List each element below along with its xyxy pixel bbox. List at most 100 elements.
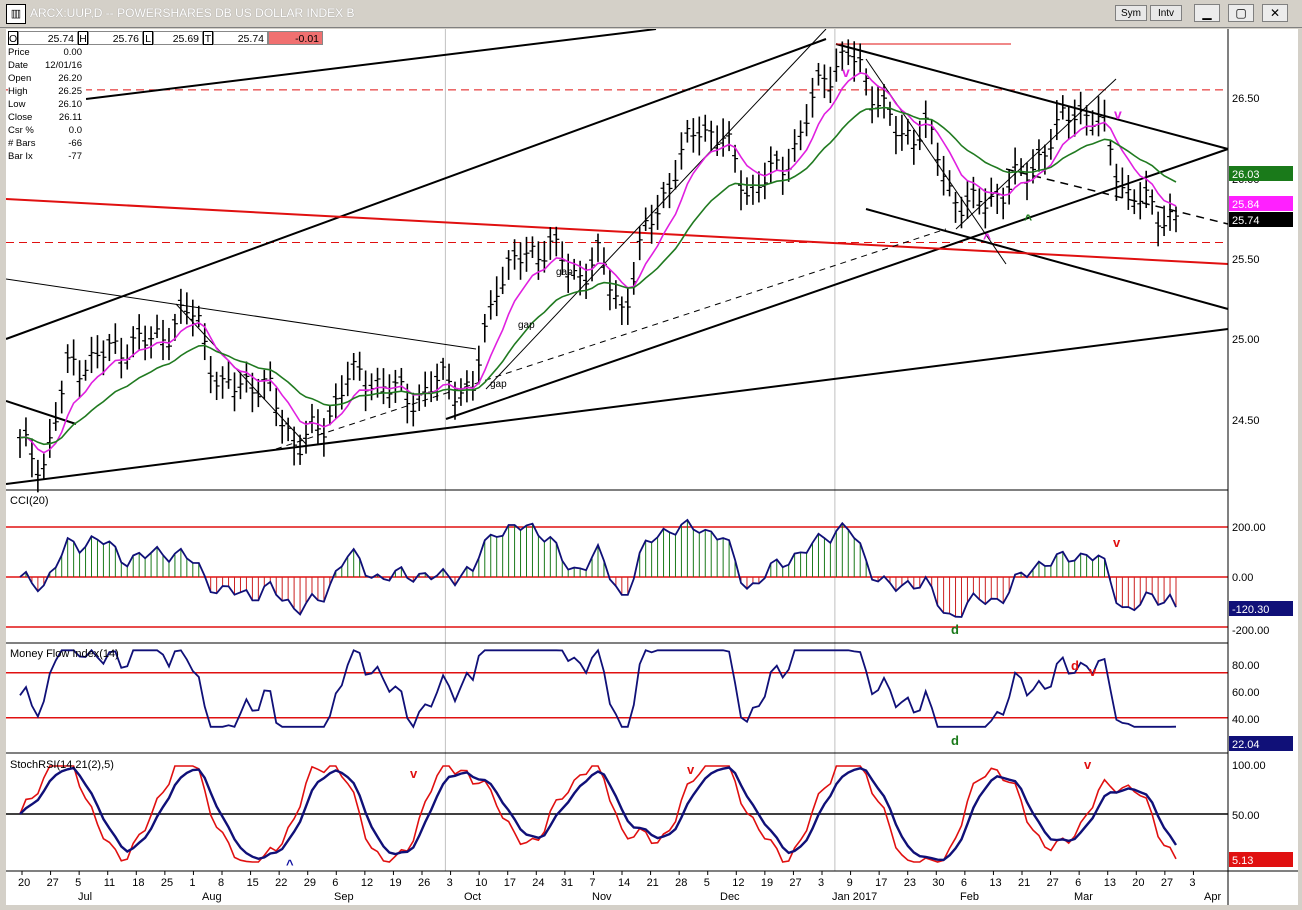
- data-row: Date 12/01/16: [8, 60, 82, 71]
- x-day-label: 14: [618, 877, 630, 889]
- x-month-label: Oct: [464, 891, 481, 903]
- trend-line: [5, 328, 1229, 485]
- chart-svg[interactable]: 26.50 26.00 25.50 25.00 24.50 26.03 25.8…: [5, 28, 1298, 905]
- close-icon[interactable]: ✕: [1262, 4, 1288, 22]
- window-title: ARCX:UUP,D -- POWERSHARES DB US DOLLAR I…: [30, 6, 355, 20]
- mfi-axis-label: 80.00: [1232, 660, 1260, 672]
- x-month-label: Jul: [78, 891, 92, 903]
- stochrsi-slow-line: [19, 766, 1178, 862]
- data-row: Low 26.10: [8, 99, 82, 110]
- x-day-label: 3: [1189, 877, 1195, 889]
- annotation-v: v: [1113, 535, 1121, 550]
- stochrsi-axis-label: 100.00: [1232, 760, 1266, 772]
- data-row: # Bars -66: [8, 138, 82, 149]
- x-day-label: 13: [989, 877, 1001, 889]
- mfi-line: [19, 648, 1177, 729]
- stochrsi-axis-label: 50.00: [1232, 810, 1260, 822]
- ohlc-low: 25.69: [153, 31, 203, 45]
- trend-line: [5, 400, 77, 425]
- cci-badge: [1229, 601, 1293, 616]
- window-titlebar: ▥ ARCX:UUP,D -- POWERSHARES DB US DOLLAR…: [0, 0, 1302, 28]
- trend-line: [5, 278, 477, 350]
- trend-line: [5, 38, 827, 340]
- x-day-label: 7: [589, 877, 595, 889]
- ohlc-h-label: H: [78, 31, 88, 45]
- badge-last-price-text: 25.74: [1232, 215, 1260, 227]
- data-row: Bar Ix -77: [8, 151, 82, 162]
- x-day-label: 20: [18, 877, 30, 889]
- x-day-label: 27: [789, 877, 801, 889]
- x-day-label: 31: [561, 877, 573, 889]
- annotation-v: v: [1084, 757, 1092, 772]
- annotation-v: v: [687, 762, 695, 777]
- cci-line: [19, 518, 1177, 618]
- x-day-label: 12: [361, 877, 373, 889]
- x-month-label: Jan 2017: [832, 891, 877, 903]
- interval-button[interactable]: Intv: [1150, 5, 1182, 21]
- minimize-icon[interactable]: ▁: [1194, 4, 1220, 22]
- cci-axis-label: 200.00: [1232, 522, 1266, 534]
- x-day-label: 6: [961, 877, 967, 889]
- ma-fast-line: [19, 72, 1177, 454]
- x-day-label: 12: [732, 877, 744, 889]
- data-row: Close 26.11: [8, 112, 82, 123]
- stochrsi-fast-line: [19, 765, 1177, 863]
- trend-line: [5, 198, 1229, 265]
- annotation-up: ^: [1024, 211, 1032, 227]
- trend-line: [85, 28, 657, 100]
- badge-magenta-ma-text: 25.84: [1232, 199, 1260, 211]
- x-day-label: 27: [47, 877, 59, 889]
- chart-area[interactable]: 26.50 26.00 25.50 25.00 24.50 26.03 25.8…: [5, 28, 1298, 905]
- data-row: High 26.25: [8, 86, 82, 97]
- x-day-label: 19: [389, 877, 401, 889]
- indicator-layer: [19, 518, 1178, 863]
- data-row: Csr % 0.0: [8, 125, 82, 136]
- x-day-label: 24: [532, 877, 544, 889]
- x-day-label: 6: [1075, 877, 1081, 889]
- x-day-label: 27: [1047, 877, 1059, 889]
- x-day-label: 10: [475, 877, 487, 889]
- x-day-label: 1: [189, 877, 195, 889]
- x-day-label: 19: [761, 877, 773, 889]
- data-row: Open 26.20: [8, 73, 82, 84]
- x-day-label: 29: [304, 877, 316, 889]
- ma-slow-line: [19, 106, 1177, 446]
- x-day-label: 5: [75, 877, 81, 889]
- x-day-label: 17: [875, 877, 887, 889]
- x-day-label: 23: [904, 877, 916, 889]
- annotation-d: d: [951, 733, 959, 748]
- x-day-label: 30: [932, 877, 944, 889]
- annotation-v: v: [1114, 106, 1122, 122]
- annotation-v: v: [842, 64, 850, 80]
- trend-line: [955, 78, 1117, 230]
- ohlc-last: 25.74: [213, 31, 268, 45]
- x-day-label: 28: [675, 877, 687, 889]
- mfi-axis-label: 40.00: [1232, 714, 1260, 726]
- mfi-title: Money Flow Index(14): [10, 648, 119, 660]
- annotation-d: d: [1071, 658, 1079, 673]
- annotation-gap: gap: [556, 267, 573, 278]
- symbol-button[interactable]: Sym: [1115, 5, 1147, 21]
- price-axis-label: 24.50: [1232, 415, 1260, 427]
- x-day-label: 11: [104, 877, 115, 889]
- data-row: Price 0.00: [8, 47, 82, 58]
- trend-line: [275, 228, 947, 450]
- ohlc-change: -0.01: [268, 31, 323, 45]
- x-day-label: 21: [647, 877, 659, 889]
- x-day-label: 26: [418, 877, 430, 889]
- x-month-label: Aug: [202, 891, 222, 903]
- x-day-label: 3: [818, 877, 824, 889]
- x-day-label: 17: [504, 877, 516, 889]
- x-day-label: 3: [447, 877, 453, 889]
- cci-axis-label: 0.00: [1232, 572, 1253, 584]
- chart-app-icon: ▥: [6, 4, 26, 24]
- price-axis-label: 26.50: [1232, 93, 1260, 105]
- stochrsi-badge-text: 5.13: [1232, 855, 1253, 867]
- ohlc-o-label: O: [8, 31, 18, 45]
- maximize-icon[interactable]: ▢: [1228, 4, 1254, 22]
- x-day-label: 18: [132, 877, 144, 889]
- x-day-label: 5: [704, 877, 710, 889]
- x-month-label: Mar: [1074, 891, 1093, 903]
- trend-line: [865, 208, 1229, 310]
- mfi-badge-text: 22.04: [1232, 739, 1260, 751]
